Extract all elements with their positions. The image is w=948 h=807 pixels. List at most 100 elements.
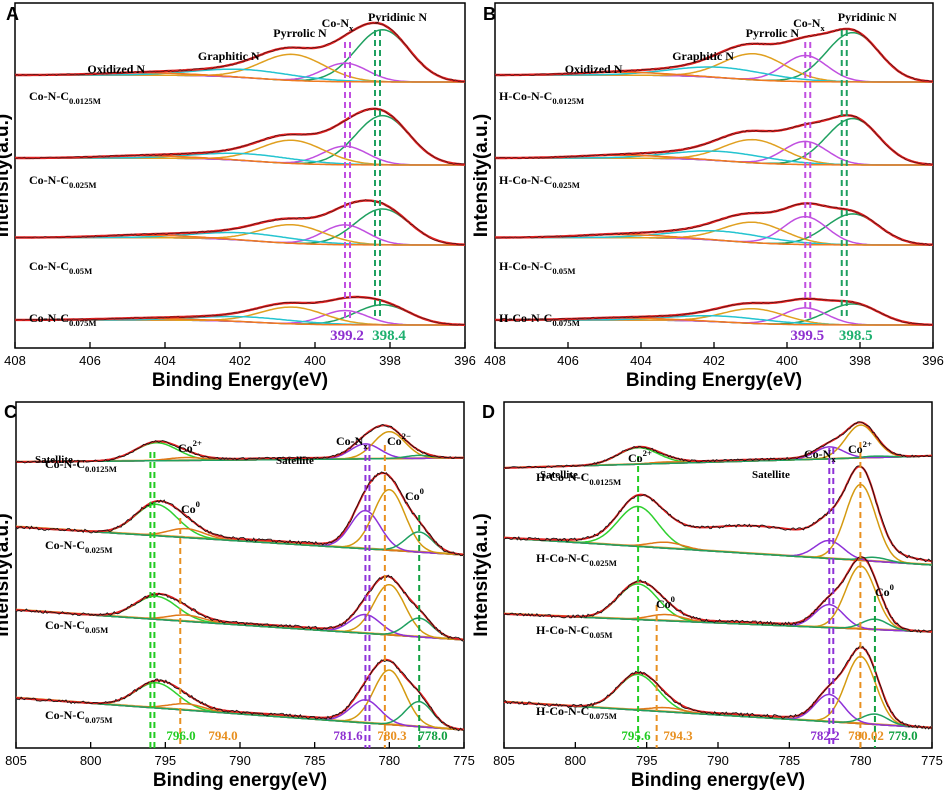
peak-label-oxidized: Oxidized N bbox=[565, 62, 623, 76]
sample-label-subscript: 0.05M bbox=[85, 625, 108, 635]
satellite-label: Satellite bbox=[35, 454, 73, 466]
marker-value: 794.3 bbox=[663, 728, 693, 743]
co2plus-label-superscript: 2+ bbox=[643, 448, 652, 458]
peak-label-con: Co-Nx bbox=[793, 16, 825, 33]
raw-data-trace bbox=[15, 574, 465, 642]
raw-data-trace bbox=[503, 556, 933, 634]
x-tick-label: 396 bbox=[454, 353, 476, 368]
peak-label-con-subscript: x bbox=[349, 23, 354, 33]
raw-data-trace bbox=[14, 22, 466, 83]
x-tick-label: 406 bbox=[79, 353, 101, 368]
raw-data-trace bbox=[15, 659, 465, 732]
x-tick-label: 402 bbox=[229, 353, 251, 368]
raw-data-trace bbox=[494, 298, 934, 326]
panel-letter: A bbox=[6, 4, 19, 24]
axes-panel-b: 408 406 404 402 400 398 396 Binding Energy(eV) I… bbox=[471, 114, 944, 391]
x-tick-label: 404 bbox=[154, 353, 176, 368]
co2plus-label: Co2+ bbox=[178, 438, 202, 455]
co0-label-superscript: 0 bbox=[890, 582, 894, 592]
sample-label: Co-N-C0.05M bbox=[45, 618, 108, 635]
co0-label: Co0 bbox=[405, 486, 424, 503]
sample-label-subscript: 0.025M bbox=[552, 180, 580, 190]
x-tick-label: 780 bbox=[850, 753, 872, 768]
x-tick-label: 398 bbox=[379, 353, 401, 368]
x-tick-label: 800 bbox=[80, 753, 102, 768]
pyrrolic-n-peak bbox=[495, 221, 933, 246]
peak-label-pyrrolic: Pyrrolic N bbox=[746, 26, 800, 40]
x-tick-label: 775 bbox=[921, 753, 943, 768]
satellite-label: Satellite bbox=[276, 455, 314, 467]
sample-label: Co-N-C0.05M bbox=[29, 259, 92, 276]
x-tick-label: 396 bbox=[922, 353, 944, 368]
panel-letter: D bbox=[482, 402, 495, 422]
sample-label-subscript: 0.0125M bbox=[589, 477, 621, 487]
x-tick-label: 404 bbox=[630, 353, 652, 368]
sample-label: Co-N-C0.025M bbox=[29, 173, 97, 190]
x-tick-label: 408 bbox=[484, 353, 506, 368]
co-nx-peak bbox=[504, 446, 932, 469]
x-axis-title: Binding energy(eV) bbox=[153, 770, 327, 791]
marker-value: 399.2 bbox=[330, 328, 364, 344]
x-tick-label: 406 bbox=[557, 353, 579, 368]
x-tick-label: 775 bbox=[453, 753, 475, 768]
peak-label-con-subscript: x bbox=[820, 23, 825, 33]
axes-panel-c: 805 800 795 790 785 780 775 Binding energy(eV) I… bbox=[0, 513, 475, 791]
sample-label: H-Co-N-C0.0125M bbox=[536, 470, 621, 487]
x-tick-label: 400 bbox=[776, 353, 798, 368]
peak-label-pyridinic: Pyridinic N bbox=[368, 10, 427, 24]
marker-value: 782.2 bbox=[810, 728, 839, 743]
sample-label: Co-N-C0.0125M bbox=[29, 89, 101, 106]
marker-value: 398.5 bbox=[839, 328, 873, 344]
x-tick-label: 402 bbox=[703, 353, 725, 368]
spectra-panel-d: 795.6 794.3 782.2 780.02 779.0 Satellite Satel… bbox=[503, 421, 933, 748]
sample-label: H-Co-N-C0.025M bbox=[536, 551, 617, 568]
peak-label-graphitic: Graphitic N bbox=[672, 49, 734, 63]
raw-data-trace bbox=[494, 28, 934, 82]
plot-frame bbox=[15, 401, 465, 749]
y-axis-title: Intensity(a.u.) bbox=[0, 513, 13, 637]
spectra-panel-b: 399.5 398.5 Oxidized N Graphitic N Pyrrolic … bbox=[494, 10, 934, 344]
co0-label: Co0 bbox=[875, 582, 894, 599]
spectra-panel-a: 399.2 398.4 Oxidized N Graphitic N Pyrrolic … bbox=[14, 10, 466, 344]
y-axis-title: Intensity(a.u.) bbox=[471, 513, 492, 637]
y-axis-title: Intensity(a.u.) bbox=[471, 114, 492, 238]
sample-label-subscript: 0.05M bbox=[69, 266, 92, 276]
co0-label: Co0 bbox=[181, 499, 200, 516]
marker-value: 794.0 bbox=[208, 728, 237, 743]
x-tick-label: 790 bbox=[707, 753, 729, 768]
x-axis-title: Binding energy(eV) bbox=[631, 770, 805, 791]
satellite-label: Satellite bbox=[540, 469, 578, 481]
peak-label-oxidized: Oxidized N bbox=[87, 62, 145, 76]
sample-label-subscript: 0.025M bbox=[589, 558, 617, 568]
co0-label-superscript: 0 bbox=[420, 486, 424, 496]
x-tick-label: 805 bbox=[5, 753, 27, 768]
peak-label-pyridinic: Pyridinic N bbox=[838, 10, 897, 24]
raw-data-trace bbox=[14, 107, 466, 165]
co0-label-superscript: 0 bbox=[196, 499, 200, 509]
pyrrolic-n-peak bbox=[495, 138, 933, 166]
sample-label: H-Co-N-C0.05M bbox=[536, 623, 613, 640]
x-tick-label: 800 bbox=[564, 753, 586, 768]
marker-value: 796.0 bbox=[166, 728, 195, 743]
x-tick-label: 408 bbox=[4, 353, 26, 368]
marker-value: 780.3 bbox=[377, 728, 407, 743]
peak-label-graphitic: Graphitic N bbox=[198, 49, 260, 63]
x-tick-label: 785 bbox=[304, 753, 326, 768]
sample-label: Co-N-C0.075M bbox=[29, 311, 97, 328]
co-nx-peak bbox=[15, 62, 465, 83]
sample-label-subscript: 0.075M bbox=[552, 318, 580, 328]
spectra-panel-c: 796.0 794.0 781.6 780.3 778.0 Satellite Satell… bbox=[15, 423, 465, 748]
con-label-subscript: x bbox=[831, 454, 836, 464]
con-label-subscript: x bbox=[363, 441, 368, 451]
panel-c: C bbox=[4, 401, 465, 749]
fit-envelope bbox=[495, 114, 934, 166]
raw-data-trace bbox=[14, 296, 466, 326]
pyrrolic-n-peak bbox=[15, 139, 465, 166]
sample-label: H-Co-N-C0.025M bbox=[499, 173, 580, 190]
sample-label-subscript: 0.075M bbox=[589, 711, 617, 721]
chart-marks: 408 406 404 402 400 398 396 Binding Energy(eV) I… bbox=[0, 10, 944, 791]
satellite-label: Satellite bbox=[752, 469, 790, 481]
co2plus-label-superscript: 2+ bbox=[193, 438, 202, 448]
sample-label-subscript: 0.025M bbox=[85, 545, 113, 555]
